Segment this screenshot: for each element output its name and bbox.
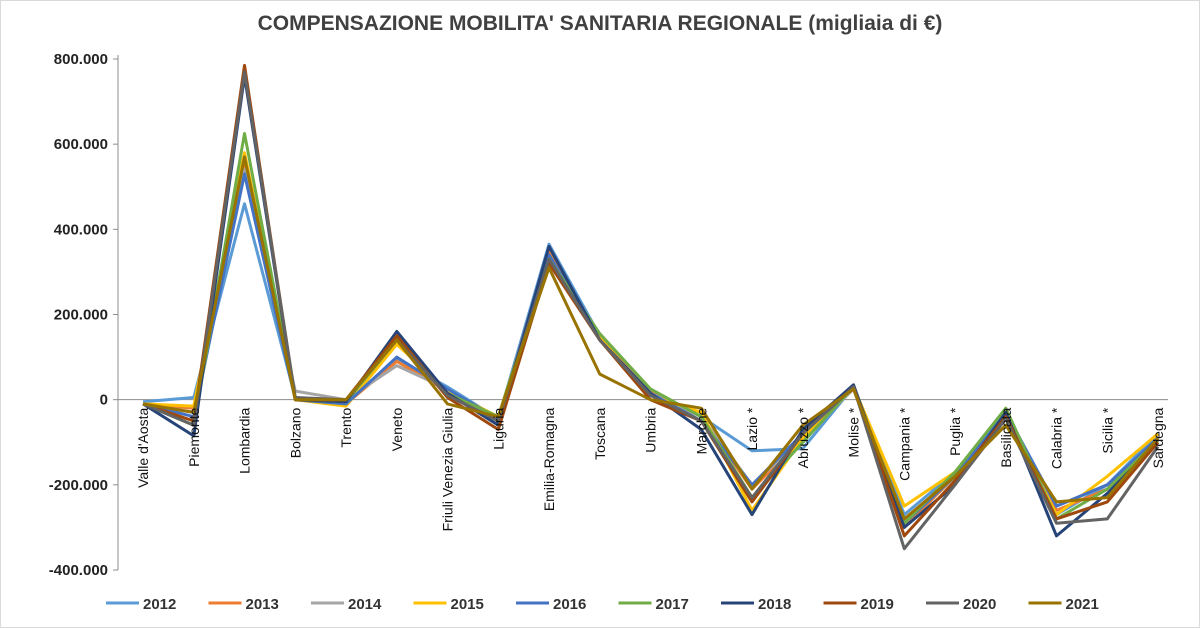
y-axis-ticks: 800.000 600.000 400.000 200.000 0 -200.000 -40… [49, 51, 118, 579]
legend-label-2017: 2017 [656, 596, 689, 613]
y-tick-label: 600.000 [54, 136, 108, 153]
x-tick-label: Umbria [643, 407, 659, 452]
legend-label-2018: 2018 [758, 596, 791, 613]
x-tick-label: Lazio * [744, 407, 760, 450]
legend-label-2012: 2012 [143, 596, 176, 613]
x-tick-label: Sicilia * [1099, 407, 1115, 453]
x-axis-ticks: Valle d'Aosta Piemonte Lombardia Bolzano Tre… [135, 407, 1166, 531]
x-tick-label: Calabria * [1049, 407, 1065, 469]
y-tick-label: 800.000 [54, 51, 108, 68]
y-tick-label: -400.000 [49, 562, 108, 579]
series-line-2020 [142, 70, 1160, 551]
x-tick-label: Emilia-Romagna [541, 407, 557, 511]
series-lines [142, 63, 1160, 551]
series-line-2016 [142, 172, 1160, 525]
y-tick-label: -200.000 [49, 477, 108, 494]
x-tick-label: Molise * [846, 407, 862, 457]
x-tick-label: Bolzano [287, 407, 303, 458]
series-line-2021 [142, 155, 1160, 521]
x-tick-label: Veneto [389, 407, 405, 451]
legend-label-2014: 2014 [348, 596, 382, 613]
legend-label-2019: 2019 [861, 596, 894, 613]
x-tick-label: Valle d'Aosta [135, 407, 151, 487]
x-tick-label: Puglia * [947, 407, 963, 456]
x-tick-label: Toscana [592, 407, 608, 459]
legend-label-2020: 2020 [963, 596, 996, 613]
chart-title: COMPENSAZIONE MOBILITA' SANITARIA REGION… [257, 12, 943, 35]
x-tick-label: Liguria [490, 407, 506, 449]
y-tick-label: 0 [100, 392, 108, 409]
x-tick-label: Friuli Venezia Giulia [440, 407, 456, 531]
legend-label-2016: 2016 [553, 596, 586, 613]
legend-label-2021: 2021 [1066, 596, 1099, 613]
chart-axes [117, 55, 1168, 570]
x-tick-label: Sardegna [1150, 407, 1166, 468]
legend-label-2015: 2015 [451, 596, 484, 613]
x-tick-label: Abruzzo * [795, 407, 811, 468]
x-tick-label: Trento [338, 407, 354, 447]
series-line-2013 [142, 159, 1160, 529]
x-tick-label: Piemonte [186, 407, 202, 466]
x-tick-label: Lombardia [237, 407, 253, 473]
x-tick-label: Basilicata [998, 407, 1014, 467]
y-tick-label: 400.000 [54, 221, 108, 238]
x-tick-label: Campania * [896, 407, 912, 481]
y-tick-label: 200.000 [54, 307, 108, 324]
series-line-2014 [142, 168, 1159, 525]
x-tick-label: Marche [693, 407, 709, 454]
legend: 2012 2013 2014 2015 2016 2017 2018 2019 2020 2021 [106, 596, 1099, 613]
legend-label-2013: 2013 [246, 596, 279, 613]
